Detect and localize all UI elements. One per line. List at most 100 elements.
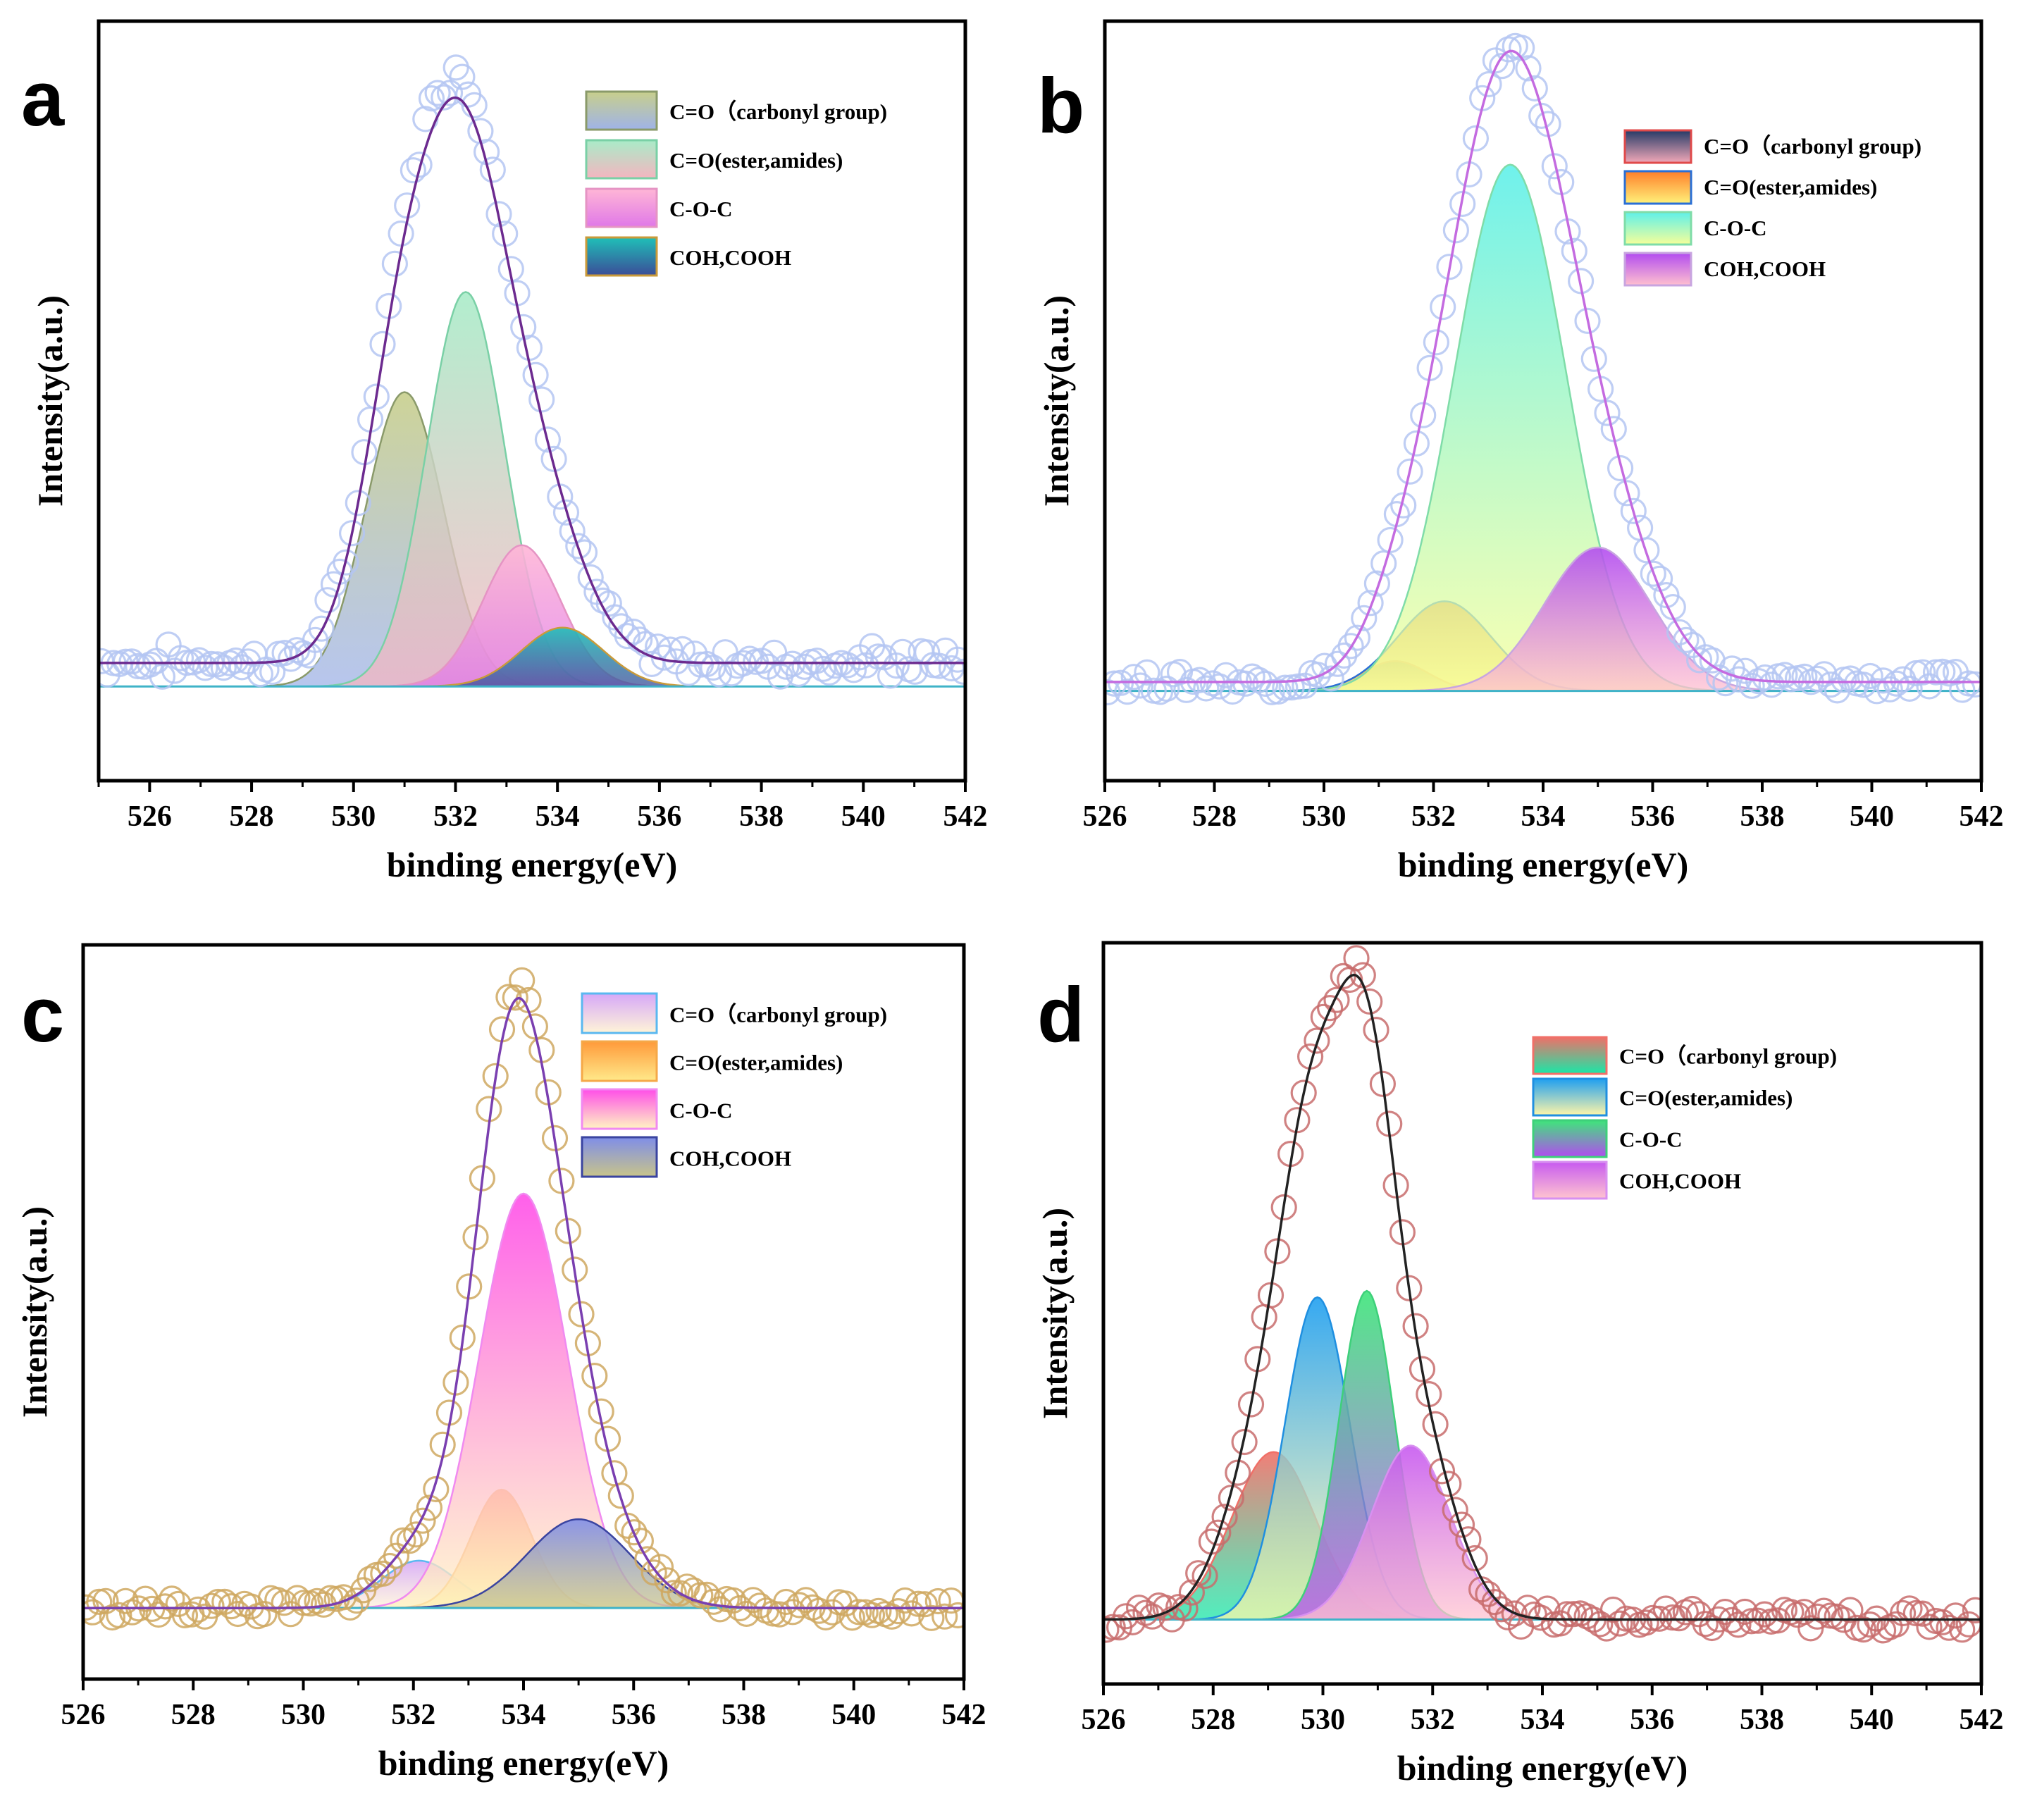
x-tick-label: 526 <box>61 1699 106 1731</box>
plot-area <box>1105 32 1981 706</box>
raw-point <box>1489 52 1516 80</box>
x-tick-label: 528 <box>230 800 274 833</box>
raw-point <box>1211 1504 1238 1530</box>
legend-swatch <box>1623 170 1692 205</box>
raw-data-points <box>1105 32 1981 706</box>
legend-swatch <box>1532 1160 1608 1200</box>
raw-point <box>390 1527 416 1554</box>
raw-point <box>1132 1599 1159 1626</box>
raw-point <box>555 1218 581 1244</box>
y-axis-title: Intensity(a.u.) <box>1035 1208 1075 1419</box>
raw-point <box>1120 664 1147 691</box>
raw-point <box>1837 665 1864 692</box>
raw-point <box>733 1600 760 1627</box>
raw-point <box>482 1063 509 1089</box>
raw-point <box>1640 560 1666 587</box>
raw-point <box>740 1587 767 1614</box>
raw-point <box>218 1593 244 1620</box>
raw-point <box>304 1587 330 1614</box>
legend-swatch <box>1532 1036 1608 1075</box>
raw-point <box>528 386 555 413</box>
legend: C=O（carbonyl group) C=O(ester,amides) C-O-… <box>1623 129 1921 287</box>
raw-point <box>1270 1194 1297 1221</box>
plot-area <box>99 54 965 690</box>
raw-point <box>559 518 586 545</box>
x-axis-title: binding energy(eV) <box>387 845 678 884</box>
raw-point <box>509 967 536 994</box>
legend-swatch <box>1623 129 1692 164</box>
raw-point <box>259 658 286 686</box>
raw-point <box>1363 570 1391 597</box>
raw-point <box>278 645 304 672</box>
plot-area <box>1103 945 1981 1644</box>
raw-point <box>1127 672 1154 699</box>
raw-point <box>614 622 640 650</box>
raw-point <box>1725 1611 1752 1638</box>
raw-point <box>680 1577 707 1604</box>
raw-point <box>394 192 421 219</box>
axes-frame <box>97 19 967 783</box>
x-tick-label: 532 <box>391 1699 435 1731</box>
raw-point <box>1528 102 1555 129</box>
raw-point <box>1568 268 1595 295</box>
raw-point <box>1114 678 1141 705</box>
raw-point <box>351 439 378 466</box>
raw-point <box>1442 1497 1468 1523</box>
raw-point <box>1481 1589 1508 1616</box>
legend-swatch <box>585 236 658 277</box>
raw-point <box>1324 650 1351 677</box>
raw-point <box>284 1585 311 1611</box>
x-tick-label: 534 <box>502 1699 546 1731</box>
raw-point <box>1105 679 1121 706</box>
raw-point <box>1436 254 1463 280</box>
raw-point <box>251 1601 278 1628</box>
x-tick-label: 532 <box>433 800 478 833</box>
legend-swatch <box>1532 1077 1608 1117</box>
raw-point <box>381 250 409 277</box>
raw-point <box>1876 676 1903 702</box>
raw-point <box>562 1256 588 1283</box>
x-tick-label: 530 <box>281 1699 326 1731</box>
raw-point <box>1573 1603 1600 1630</box>
raw-data-points <box>83 967 964 1631</box>
raw-point <box>314 587 341 614</box>
raw-point <box>1397 458 1423 485</box>
raw-point <box>1666 1605 1692 1632</box>
raw-point <box>403 1521 430 1548</box>
raw-point <box>1205 1519 1232 1546</box>
legend-label: COH,COOH <box>1619 1168 1741 1193</box>
legend-label: C=O（carbonyl group) <box>1619 1044 1837 1068</box>
raw-point <box>495 984 522 1010</box>
raw-point <box>1304 1027 1330 1054</box>
raw-point <box>1337 633 1364 660</box>
x-tick-label: 526 <box>128 800 172 833</box>
panel-letter: a <box>21 56 65 142</box>
x-tick-label: 530 <box>1302 800 1347 833</box>
raw-point <box>1435 1471 1462 1497</box>
x-tick-label: 528 <box>1192 800 1237 833</box>
raw-point <box>1962 671 1981 698</box>
panel-c: 526 528 530 532 534 536 538 540 542 binding energ… <box>15 943 986 1783</box>
x-tick-label: 538 <box>1740 800 1785 833</box>
raw-point <box>1343 945 1370 972</box>
raw-point <box>1430 294 1456 321</box>
raw-point <box>1264 1238 1291 1265</box>
panel-letter: b <box>1037 63 1084 149</box>
legend-swatch <box>581 1136 658 1178</box>
raw-point <box>926 652 953 679</box>
raw-point <box>345 490 371 516</box>
panel-b: 526 528 530 532 534 536 538 540 542 binding energ… <box>1036 19 2004 884</box>
raw-point <box>911 1591 939 1618</box>
raw-point <box>357 1566 383 1592</box>
raw-point <box>1633 1609 1659 1636</box>
raw-point <box>1113 1603 1139 1630</box>
raw-point <box>1890 1599 1917 1627</box>
raw-point <box>1258 679 1285 705</box>
raw-point <box>1534 1595 1561 1622</box>
raw-point <box>905 1590 931 1617</box>
raw-point <box>1119 1609 1146 1635</box>
raw-point <box>660 1580 687 1607</box>
raw-point <box>1252 670 1279 698</box>
legend-label: COH,COOH <box>1704 256 1826 281</box>
raw-point <box>479 156 506 183</box>
